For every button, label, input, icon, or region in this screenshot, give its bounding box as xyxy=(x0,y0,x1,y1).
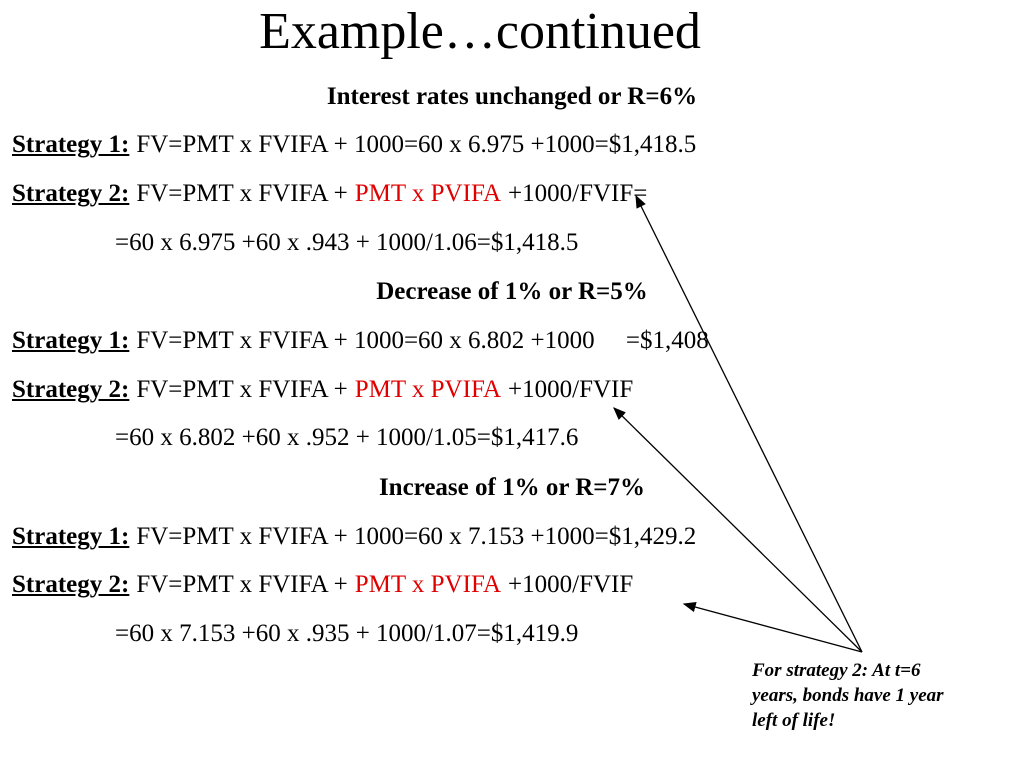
arrow xyxy=(635,194,863,653)
formula-tail: +1000/FVIF xyxy=(508,571,634,598)
continuation: =60 x 6.975 +60 x .943 + 1000/1.06=$1,41… xyxy=(115,229,579,256)
continuation: =60 x 7.153 +60 x .935 + 1000/1.07=$1,41… xyxy=(115,620,579,647)
section-heading: Increase of 1% or R=7% xyxy=(378,474,646,501)
formula: FV=PMT x FVIFA + 1000=60 x 6.975 +1000=$… xyxy=(136,131,697,158)
formula: FV=PMT x FVIFA + xyxy=(136,376,348,403)
strategy-line: Strategy 1: FV=PMT x FVIFA + 1000=60 x 7.… xyxy=(12,522,696,552)
strategy-label: Strategy 2: xyxy=(12,180,130,207)
note-line: For strategy 2: At t=6 xyxy=(752,660,921,681)
strategy-line: Strategy 2: FV=PMT x FVIFA + PMT x PVIFA +1… xyxy=(12,570,633,600)
strategy-label: Strategy 2: xyxy=(12,376,130,403)
strategy-line: Strategy 2: FV=PMT x FVIFA + PMT x PVIFA +1… xyxy=(12,375,633,405)
strategy-line: Strategy 1: FV=PMT x FVIFA + 1000=60 x 6.… xyxy=(12,326,709,356)
strategy-line: Strategy 1: FV=PMT x FVIFA + 1000=60 x 6.… xyxy=(12,130,696,160)
strategy-line: Strategy 2: FV=PMT x FVIFA + PMT x PVIFA +1… xyxy=(12,179,647,209)
continuation: =60 x 6.802 +60 x .952 + 1000/1.05=$1,41… xyxy=(115,424,579,451)
formula: FV=PMT x FVIFA + xyxy=(136,571,348,598)
slide-title: Example…continued xyxy=(259,3,701,60)
section-heading: Decrease of 1% or R=5% xyxy=(376,278,648,305)
strategy-label: Strategy 1: xyxy=(12,131,130,158)
formula: FV=PMT x FVIFA + xyxy=(136,180,348,207)
highlight: PMT x PVIFA xyxy=(354,571,502,598)
note-line: years, bonds have 1 year xyxy=(752,685,944,706)
highlight: PMT x PVIFA xyxy=(354,180,502,207)
strategy-label: Strategy 2: xyxy=(12,571,130,598)
arrow xyxy=(682,602,863,653)
strategy-label: Strategy 1: xyxy=(12,327,130,354)
formula: FV=PMT x FVIFA + 1000=60 x 6.802 +1000 =… xyxy=(136,327,709,354)
note: For strategy 2: At t=6 years, bonds have … xyxy=(752,658,944,733)
formula: FV=PMT x FVIFA + 1000=60 x 7.153 +1000=$… xyxy=(136,523,697,550)
strategy-label: Strategy 1: xyxy=(12,523,130,550)
arrow xyxy=(613,407,863,653)
note-line: left of life! xyxy=(752,710,836,731)
section-heading: Interest rates unchanged or R=6% xyxy=(326,83,698,110)
formula-tail: +1000/FVIF= xyxy=(508,180,648,207)
formula-tail: +1000/FVIF xyxy=(508,376,634,403)
highlight: PMT x PVIFA xyxy=(354,376,502,403)
